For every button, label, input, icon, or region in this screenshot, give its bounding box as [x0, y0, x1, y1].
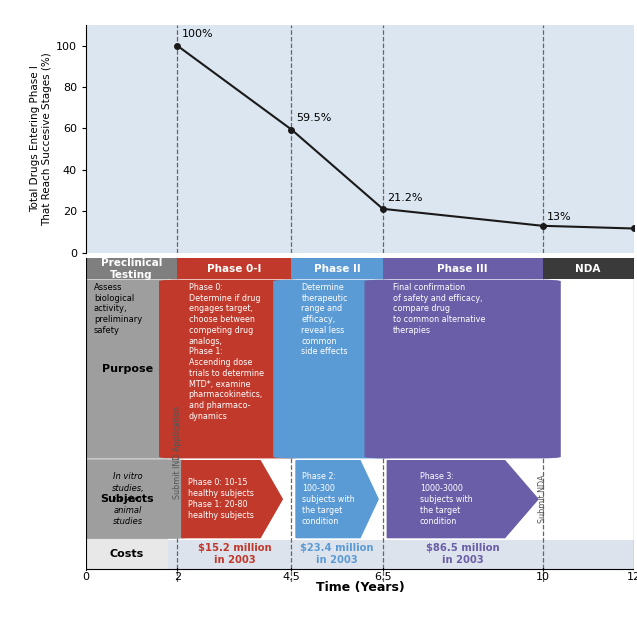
Text: 4.5: 4.5 [283, 572, 300, 582]
Text: Phase 0: 10-15
healthy subjects
Phase 1: 20-80
healthy subjects: Phase 0: 10-15 healthy subjects Phase 1:… [188, 478, 254, 520]
Text: 12: 12 [627, 572, 637, 582]
Text: Final confirmation
of safety and efficacy,
compare drug
to common alternative
th: Final confirmation of safety and efficac… [393, 283, 485, 335]
Text: Phase 3:
1000-3000
subjects with
the target
condition: Phase 3: 1000-3000 subjects with the tar… [420, 472, 473, 526]
Bar [168, 540, 634, 568]
Bar [291, 258, 383, 280]
Text: Phase 0-I: Phase 0-I [207, 264, 262, 274]
Y-axis label: Total Drugs Entering Phase I
That Reach Succesive Stages (%): Total Drugs Entering Phase I That Reach … [30, 52, 52, 226]
Text: 0: 0 [83, 572, 89, 582]
Text: Assess
biological
activity,
preliminary
safety: Assess biological activity, preliminary … [94, 283, 142, 335]
FancyBboxPatch shape [364, 280, 561, 459]
Text: Phase 0:
Determine if drug
engages target,
choose between
competing drug
analogs: Phase 0: Determine if drug engages targe… [189, 283, 264, 421]
Text: 2: 2 [174, 572, 181, 582]
Polygon shape [296, 461, 378, 538]
Bar [86, 258, 177, 280]
Text: 6.5: 6.5 [374, 572, 392, 582]
Text: Phase 2:
100-300
subjects with
the target
condition: Phase 2: 100-300 subjects with the targe… [302, 472, 354, 526]
Polygon shape [182, 461, 282, 538]
Bar [543, 258, 634, 280]
Text: Purpose: Purpose [101, 364, 153, 374]
Text: In vitro
studies,
in vivo
animal
studies: In vitro studies, in vivo animal studies [112, 472, 145, 526]
Text: 10: 10 [536, 572, 550, 582]
Text: NDA: NDA [575, 264, 601, 274]
Text: $86.5 million
in 2003: $86.5 million in 2003 [426, 544, 499, 565]
Bar [383, 258, 543, 280]
Text: 13%: 13% [547, 212, 571, 222]
Text: Phase III: Phase III [438, 264, 488, 274]
Text: Costs: Costs [110, 549, 144, 559]
Text: Submit IND Application: Submit IND Application [173, 406, 182, 499]
Bar [86, 280, 168, 459]
Text: Phase II: Phase II [313, 264, 361, 274]
Text: Submit NDA: Submit NDA [538, 475, 547, 524]
Text: 100%: 100% [182, 29, 213, 39]
FancyBboxPatch shape [273, 280, 399, 459]
Text: 59.5%: 59.5% [296, 114, 331, 124]
FancyBboxPatch shape [70, 459, 187, 539]
Text: Time (Years): Time (Years) [315, 581, 404, 594]
Text: Determine
therapeutic
range and
efficacy,
reveal less
common
side effects: Determine therapeutic range and efficacy… [301, 283, 348, 356]
Polygon shape [387, 461, 538, 538]
Bar [86, 459, 168, 540]
Bar [177, 258, 291, 280]
Text: 21.2%: 21.2% [387, 193, 423, 203]
Text: Subjects: Subjects [100, 494, 154, 504]
Bar [86, 540, 168, 568]
FancyBboxPatch shape [66, 280, 191, 459]
Text: $15.2 million
in 2003: $15.2 million in 2003 [197, 544, 271, 565]
Text: Preclinical
Testing: Preclinical Testing [101, 258, 162, 280]
FancyBboxPatch shape [159, 280, 305, 459]
Text: $23.4 million
in 2003: $23.4 million in 2003 [300, 544, 374, 565]
